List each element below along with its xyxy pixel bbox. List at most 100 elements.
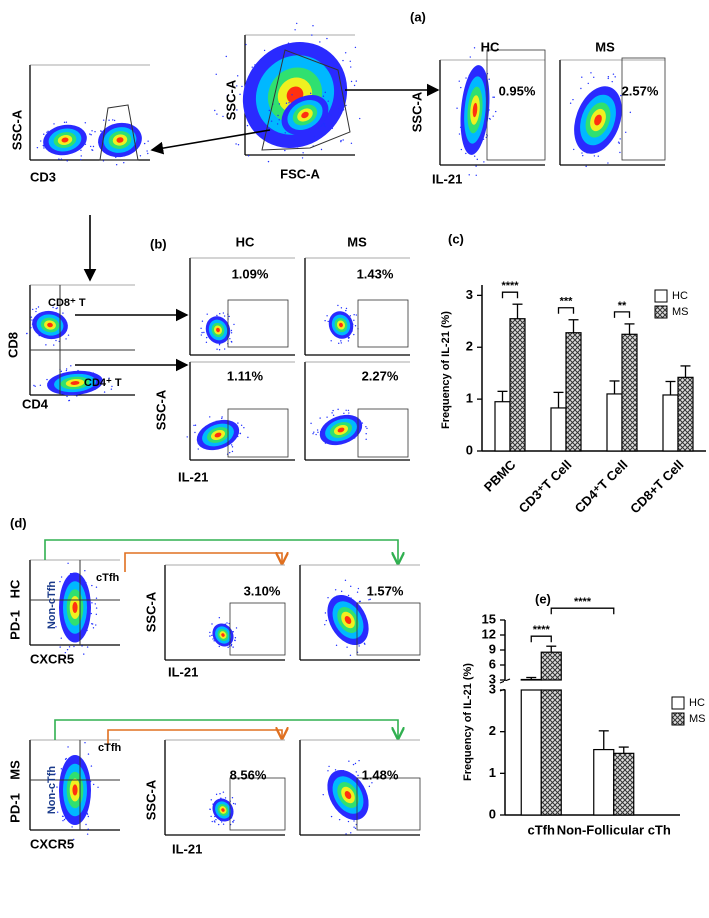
gate — [356, 777, 421, 831]
y-tick-label: 6 — [489, 656, 496, 671]
event-dot — [34, 385, 36, 388]
event-dot — [212, 638, 214, 640]
event-dot — [350, 585, 352, 588]
event-dot — [458, 80, 460, 82]
event-dot — [620, 94, 622, 97]
event-dot — [71, 826, 73, 828]
event-dot — [366, 427, 368, 430]
event-dot — [230, 444, 233, 446]
event-dot — [222, 115, 224, 118]
significance-bracket — [501, 291, 519, 299]
event-dot — [216, 314, 218, 317]
gate-label: Non-cTfh — [46, 766, 58, 815]
event-dot — [458, 133, 461, 135]
arrow — [107, 730, 282, 745]
significance-label: **** — [533, 624, 551, 636]
event-dot — [222, 312, 225, 314]
event-dot — [91, 584, 93, 587]
gate — [486, 49, 546, 161]
gate-label: CD8⁺ T — [48, 297, 86, 309]
event-dot — [580, 87, 582, 90]
event-dot — [84, 122, 87, 124]
bar — [613, 752, 635, 816]
event-dot — [618, 142, 620, 144]
gate-label: CD4⁺ T — [84, 377, 122, 389]
event-dot — [475, 165, 477, 167]
event-dot — [229, 337, 231, 340]
group-label: MS — [595, 39, 615, 54]
significance-label: **** — [501, 280, 519, 292]
gate-percentage: 1.43% — [357, 266, 394, 281]
event-dot — [89, 145, 92, 148]
gate — [357, 299, 409, 348]
event-dot — [476, 158, 478, 161]
event-dot — [327, 597, 329, 599]
event-dot — [468, 174, 470, 176]
bar — [520, 689, 542, 816]
event-dot — [232, 631, 234, 633]
event-dot — [291, 136, 293, 138]
event-dot — [326, 37, 328, 40]
event-dot — [270, 120, 273, 122]
event-dot — [219, 793, 221, 795]
event-dot — [492, 96, 494, 98]
event-dot — [102, 119, 105, 121]
legend-label: HC — [672, 290, 688, 302]
event-dot — [350, 66, 352, 68]
event-dot — [251, 66, 253, 68]
event-dot — [218, 349, 221, 351]
event-dot — [268, 109, 271, 112]
axis-label: IL-21 — [168, 664, 198, 679]
event-dot — [43, 133, 45, 135]
event-dot — [230, 329, 233, 332]
gate-label: cTfh — [96, 572, 120, 584]
event-dot — [91, 149, 94, 152]
event-dot — [231, 796, 234, 799]
event-dot — [483, 161, 485, 163]
event-dot — [205, 341, 208, 344]
event-dot — [473, 155, 476, 157]
event-dot — [278, 119, 280, 121]
event-dot — [91, 602, 93, 604]
density-blob — [472, 102, 478, 118]
event-dot — [353, 84, 356, 87]
event-dot — [224, 797, 227, 799]
event-dot — [368, 785, 371, 788]
event-dot — [353, 313, 355, 316]
gate — [261, 49, 351, 151]
event-dot — [327, 100, 329, 102]
event-dot — [294, 29, 296, 31]
event-dot — [230, 332, 233, 334]
arrow — [44, 539, 398, 563]
panel-label: (b) — [150, 236, 167, 251]
event-dot — [80, 155, 82, 157]
event-dot — [232, 646, 234, 648]
event-dot — [200, 327, 202, 330]
event-dot — [343, 412, 345, 415]
event-dot — [55, 626, 57, 628]
group-label: HC — [236, 234, 255, 249]
event-dot — [218, 616, 221, 619]
event-dot — [365, 426, 367, 428]
event-dot — [87, 815, 90, 818]
event-dot — [206, 313, 208, 315]
gate — [227, 299, 289, 348]
bar — [593, 748, 615, 816]
event-dot — [296, 22, 298, 25]
event-dot — [350, 80, 353, 83]
event-dot — [465, 152, 467, 155]
event-dot — [344, 52, 347, 54]
event-dot — [324, 623, 326, 626]
arrow — [124, 553, 282, 572]
event-dot — [340, 140, 342, 143]
event-dot — [223, 348, 226, 350]
event-dot — [213, 640, 215, 642]
event-dot — [81, 645, 83, 647]
axis-title: Frequency of IL-21 (%) — [440, 311, 452, 429]
event-dot — [32, 308, 34, 311]
event-dot — [84, 569, 86, 572]
event-dot — [350, 832, 352, 834]
gate-percentage: 0.95% — [499, 83, 536, 98]
event-dot — [338, 818, 341, 821]
gate — [357, 408, 409, 458]
